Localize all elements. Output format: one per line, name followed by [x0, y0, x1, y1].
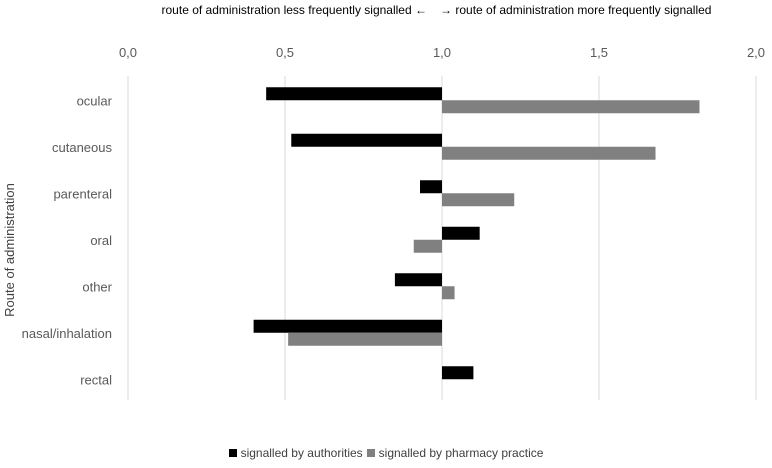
category-label: other: [82, 279, 112, 294]
legend-swatch-pharmacy: [366, 449, 375, 457]
bar-authorities: [442, 366, 474, 380]
legend-item-authorities: signalled by authorities: [228, 446, 363, 460]
category-label: nasal/inhalation: [22, 326, 112, 341]
bar-pharmacy: [442, 286, 455, 300]
right-arrow-icon: →: [440, 3, 452, 17]
category-label: cutaneous: [52, 140, 112, 155]
annotation-more-frequent: → route of administration more frequentl…: [440, 3, 711, 17]
bar-authorities: [291, 133, 442, 147]
x-tick-label: 2,0: [747, 45, 765, 60]
category-label: oral: [90, 233, 112, 248]
bar-pharmacy: [442, 146, 656, 160]
category-labels: ocular cutaneous parenteral oral other nasal/…: [22, 93, 113, 387]
bar-chart: 0,0 0,5 1,0 1,5 2,0 ocular cutaneous parentera…: [2, 45, 765, 400]
bar-pharmacy: [442, 193, 515, 207]
bar-authorities: [442, 226, 480, 240]
annotation-more-frequent-text: route of administration more frequently …: [455, 3, 712, 17]
bars: [253, 87, 700, 380]
left-arrow-icon: ←: [415, 3, 427, 17]
bar-authorities: [420, 180, 442, 194]
bar-pharmacy: [288, 332, 442, 346]
x-tick-label: 1,5: [590, 45, 608, 60]
y-axis-label: Route of administration: [2, 183, 17, 317]
bar-pharmacy: [413, 239, 442, 253]
x-tick-label: 1,0: [433, 45, 451, 60]
x-tick-label: 0,5: [276, 45, 294, 60]
legend-label-authorities: signalled by authorities: [240, 446, 363, 460]
legend-label-pharmacy: signalled by pharmacy practice: [378, 446, 544, 460]
x-tick-label: 0,0: [119, 45, 137, 60]
annotation-less-frequent-text: route of administration less frequently …: [161, 3, 412, 17]
category-label: parenteral: [53, 186, 112, 201]
annotation-less-frequent: route of administration less frequently …: [162, 3, 427, 17]
bar-authorities: [394, 273, 442, 287]
bar-authorities: [266, 87, 442, 101]
category-label: rectal: [80, 372, 112, 387]
x-tick-labels: 0,0 0,5 1,0 1,5 2,0: [119, 45, 765, 60]
category-label: ocular: [77, 93, 113, 108]
legend-swatch-authorities: [228, 449, 237, 457]
bar-authorities: [253, 319, 442, 333]
bar-pharmacy: [442, 100, 700, 114]
legend: signalled by authorities signalled by ph…: [0, 446, 772, 460]
legend-item-pharmacy: signalled by pharmacy practice: [366, 446, 544, 460]
